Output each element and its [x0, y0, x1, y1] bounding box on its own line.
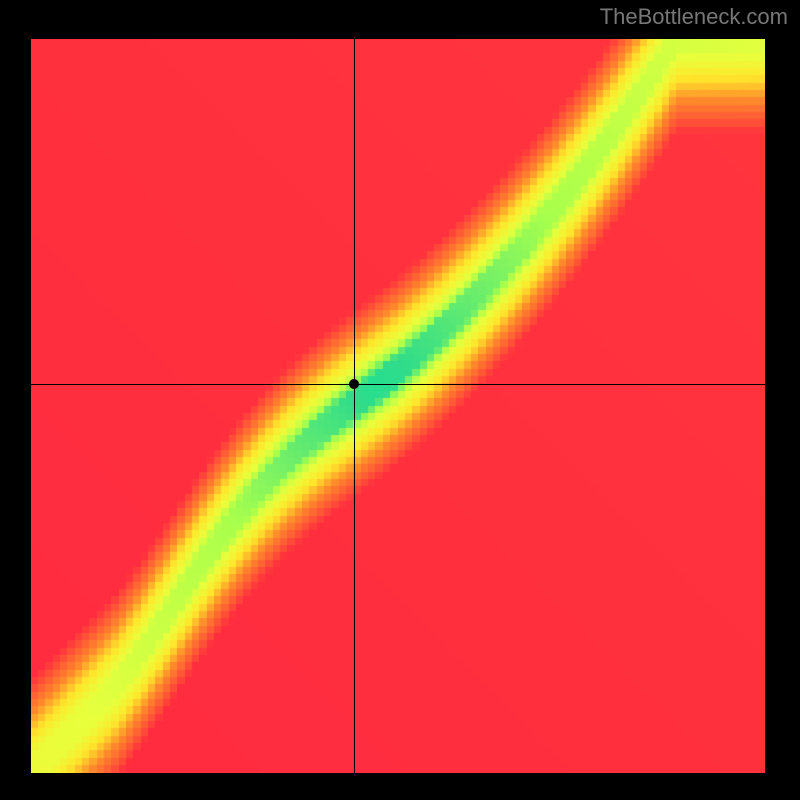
crosshair-vertical: [354, 39, 355, 773]
marker-point: [349, 379, 359, 389]
watermark-text: TheBottleneck.com: [600, 4, 788, 30]
plot-frame: [22, 30, 774, 782]
crosshair-horizontal: [31, 384, 765, 385]
heatmap-canvas: [31, 39, 765, 773]
